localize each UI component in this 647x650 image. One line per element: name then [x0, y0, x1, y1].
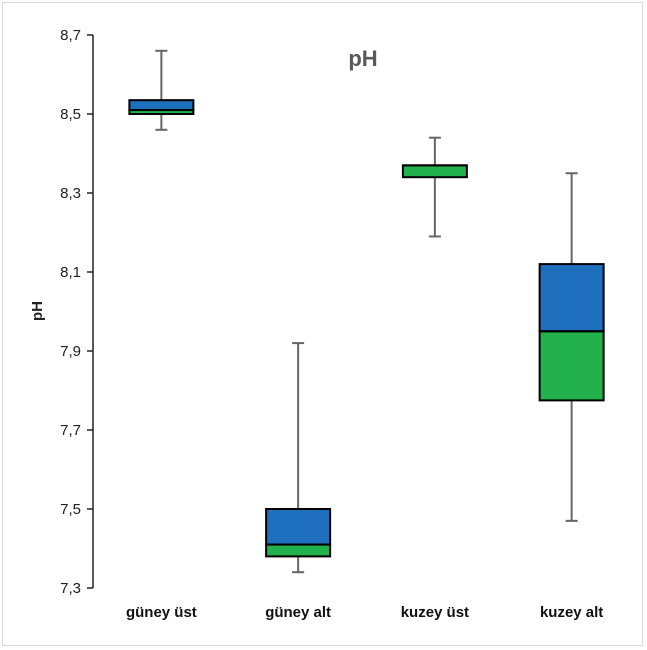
y-tick-label: 8,5 — [60, 106, 81, 123]
box-upper-half — [128, 99, 195, 112]
y-tick-label: 8,7 — [60, 27, 81, 44]
y-tick-label: 8,1 — [60, 264, 81, 281]
box-series — [128, 49, 605, 574]
category-label: kuzey üst — [401, 604, 469, 621]
y-tick-label: 7,7 — [60, 422, 81, 439]
box-upper-half — [265, 508, 332, 546]
y-tick-label: 7,9 — [60, 343, 81, 360]
box-3 — [401, 136, 468, 238]
category-label: güney üst — [126, 604, 197, 621]
y-axis-label: pH — [29, 301, 46, 321]
chart-title: pH — [348, 46, 377, 71]
y-tick-label: 7,3 — [60, 580, 81, 597]
box-1 — [128, 49, 195, 131]
box-lower-half — [401, 164, 468, 179]
box-4 — [538, 172, 605, 522]
x-axis-labels: güney üst güney alt kuzey üst kuzey alt — [126, 604, 603, 621]
box-lower-half — [538, 330, 605, 402]
y-tick-label: 7,5 — [60, 501, 81, 518]
y-tick-label: 8,3 — [60, 185, 81, 202]
box-upper-half — [538, 263, 605, 333]
category-label: kuzey alt — [540, 604, 603, 621]
category-label: güney alt — [265, 604, 331, 621]
y-axis: 7,3 7,5 7,7 7,9 8,1 8,3 8,5 8,7 — [60, 27, 94, 597]
box-lower-half — [265, 543, 332, 558]
box-2 — [265, 342, 332, 574]
